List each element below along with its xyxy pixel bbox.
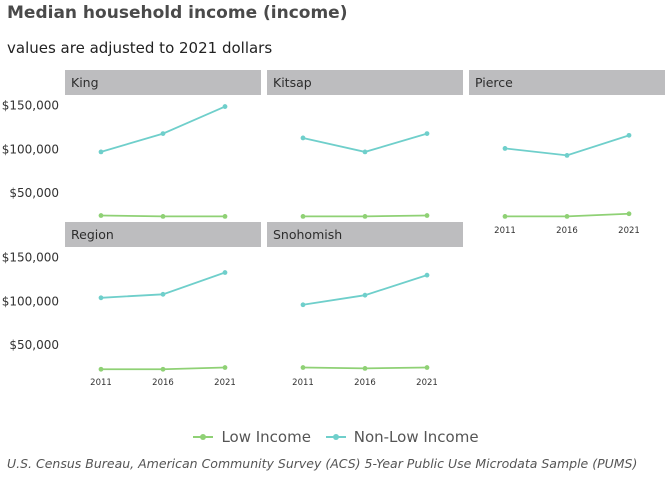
- x-tick-label-pierce: 2021: [618, 226, 640, 236]
- data-point-low-income-pierce: [502, 213, 508, 219]
- data-point-non-low-income-king: [160, 131, 166, 137]
- strip-kitsap: [267, 70, 463, 95]
- data-point-non-low-income-region: [98, 295, 104, 301]
- data-point-non-low-income-snohomish: [424, 272, 430, 278]
- series-line-non-low-income-king: [100, 105, 226, 153]
- x-tick-label-snohomish: 2011: [292, 378, 314, 388]
- x-tick-label-region: 2011: [90, 378, 112, 388]
- chart-subtitle: values are adjusted to 2021 dollars: [7, 39, 273, 57]
- strip-region: [65, 222, 261, 247]
- chart-title: Median household income (income): [7, 3, 348, 23]
- data-point-non-low-income-region: [222, 270, 228, 275]
- strip-label-pierce: Pierce: [475, 75, 513, 90]
- strip-pierce: [469, 70, 665, 95]
- series-line-non-low-income-kitsap: [302, 132, 428, 153]
- data-point-non-low-income-kitsap: [362, 149, 368, 155]
- y-tick-label-region: $150,000: [2, 251, 59, 265]
- legend-label-low-income: Low Income: [221, 428, 311, 446]
- legend-swatch-non-low-income: [325, 434, 346, 440]
- data-point-low-income-snohomish: [300, 365, 306, 370]
- data-point-low-income-snohomish: [362, 365, 368, 371]
- data-point-non-low-income-pierce: [564, 152, 570, 158]
- y-tick-label-king: $100,000: [2, 142, 59, 156]
- data-point-low-income-king: [98, 213, 104, 218]
- data-point-non-low-income-king: [222, 104, 228, 109]
- legend: Low Income Non-Low Income: [0, 424, 672, 446]
- data-point-low-income-king: [160, 213, 166, 219]
- strip-snohomish: [267, 222, 463, 247]
- source-caption: U.S. Census Bureau, American Community S…: [7, 456, 638, 471]
- strip-king: [65, 70, 261, 95]
- data-point-non-low-income-king: [98, 149, 104, 155]
- facet-chart: King $150,000 $100,000 $50,000 Kitsap Pierce 2…: [2, 70, 665, 388]
- data-point-low-income-pierce: [626, 211, 632, 217]
- series-line-non-low-income-snohomish: [302, 274, 428, 306]
- data-point-low-income-king: [222, 213, 228, 219]
- data-point-low-income-region: [222, 365, 228, 370]
- legend-label-non-low-income: Non-Low Income: [353, 428, 479, 446]
- data-point-low-income-pierce: [564, 213, 570, 219]
- legend-swatch-low-income: [193, 434, 214, 440]
- data-point-low-income-kitsap: [300, 213, 306, 219]
- data-point-low-income-snohomish: [424, 365, 430, 370]
- data-point-low-income-region: [98, 366, 104, 372]
- y-tick-label-king: $150,000: [2, 99, 59, 113]
- y-tick-label-region: $50,000: [9, 338, 59, 352]
- series-line-non-low-income-pierce: [504, 134, 630, 157]
- legend-item-low-income[interactable]: Low Income: [193, 428, 311, 446]
- data-point-non-low-income-kitsap: [424, 131, 430, 137]
- x-tick-label-region: 2016: [152, 378, 174, 388]
- data-point-non-low-income-kitsap: [300, 135, 306, 141]
- data-point-low-income-region: [160, 366, 166, 372]
- strip-label-kitsap: Kitsap: [273, 75, 312, 90]
- data-point-low-income-kitsap: [362, 213, 368, 219]
- strip-label-king: King: [71, 75, 99, 90]
- data-point-non-low-income-snohomish: [362, 292, 368, 298]
- y-tick-label-region: $100,000: [2, 294, 59, 308]
- x-tick-label-pierce: 2016: [556, 226, 578, 236]
- x-tick-label-snohomish: 2021: [416, 378, 438, 388]
- x-tick-label-snohomish: 2016: [354, 378, 376, 388]
- strip-label-region: Region: [71, 227, 114, 242]
- data-point-non-low-income-pierce: [626, 132, 632, 138]
- x-tick-label-pierce: 2011: [494, 226, 516, 236]
- legend-item-non-low-income[interactable]: Non-Low Income: [325, 428, 479, 446]
- y-tick-label-king: $50,000: [9, 186, 59, 200]
- strip-label-snohomish: Snohomish: [273, 227, 342, 242]
- data-point-non-low-income-snohomish: [300, 302, 306, 308]
- x-tick-label-region: 2021: [214, 378, 236, 388]
- data-point-low-income-kitsap: [424, 213, 430, 218]
- data-point-non-low-income-region: [160, 291, 166, 297]
- data-point-non-low-income-pierce: [502, 146, 508, 151]
